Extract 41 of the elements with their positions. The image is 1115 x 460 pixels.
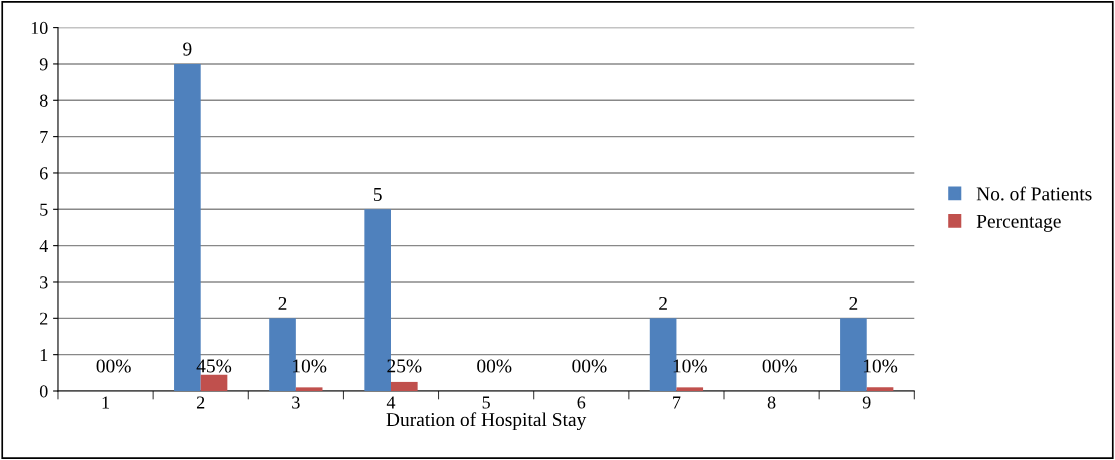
x-tick-label: 1 — [102, 396, 109, 409]
y-tick-label: 8 — [39, 94, 48, 107]
data-label: 2 — [278, 296, 287, 310]
data-label: 0% — [486, 359, 512, 373]
x-tick-label: 3 — [292, 396, 300, 409]
data-label: 0 — [477, 359, 486, 373]
legend-label: No. of Patients — [976, 186, 1092, 201]
x-axis-title: Duration of Hospital Stay — [386, 412, 587, 431]
data-label: 2 — [849, 296, 858, 310]
data-label: 0 — [762, 359, 771, 373]
y-tick-label: 1 — [40, 349, 48, 361]
bar — [866, 387, 894, 391]
y-tick-label: 5 — [40, 203, 48, 216]
y-tick-label: 2 — [40, 312, 48, 325]
y-tick-label: 10 — [31, 21, 48, 35]
data-label: 0% — [582, 359, 607, 373]
y-tick-label: 3 — [40, 276, 48, 289]
y-tick-label: 0 — [39, 385, 48, 398]
y-tick-label: 6 — [40, 167, 48, 180]
x-tick-label: 6 — [577, 396, 586, 409]
data-label: 0 — [96, 359, 105, 373]
x-tick-label: 2 — [196, 396, 205, 409]
bar — [390, 381, 418, 391]
data-label: 0% — [772, 359, 797, 373]
x-tick-label: 5 — [482, 396, 490, 409]
x-tick-label: 9 — [862, 396, 871, 409]
y-tick-label: 9 — [39, 58, 48, 71]
bar — [200, 374, 228, 391]
bar — [676, 387, 704, 391]
bar — [295, 387, 323, 391]
data-label: 9 — [183, 42, 192, 56]
legend-label: Percentage — [976, 214, 1061, 232]
x-tick-label: 4 — [386, 396, 396, 409]
data-label: 2 — [659, 296, 667, 310]
x-tick-label: 7 — [673, 396, 681, 409]
data-label: 0% — [106, 359, 131, 373]
data-label: 0 — [572, 359, 581, 373]
y-tick-label: 7 — [40, 131, 48, 143]
x-tick-label: 8 — [767, 396, 776, 409]
data-label: 5 — [373, 188, 382, 201]
y-tick-label: 4 — [39, 240, 48, 252]
